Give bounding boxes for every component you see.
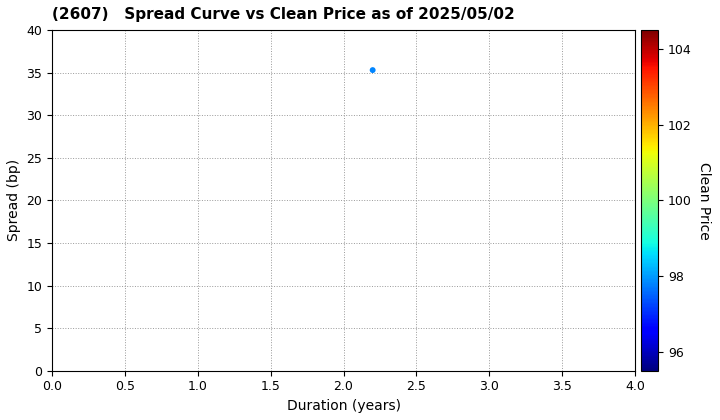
Text: (2607)   Spread Curve vs Clean Price as of 2025/05/02: (2607) Spread Curve vs Clean Price as of… xyxy=(52,7,515,22)
Y-axis label: Clean Price: Clean Price xyxy=(697,162,711,239)
X-axis label: Duration (years): Duration (years) xyxy=(287,399,400,413)
Y-axis label: Spread (bp): Spread (bp) xyxy=(7,159,21,242)
Point xyxy=(367,67,379,74)
